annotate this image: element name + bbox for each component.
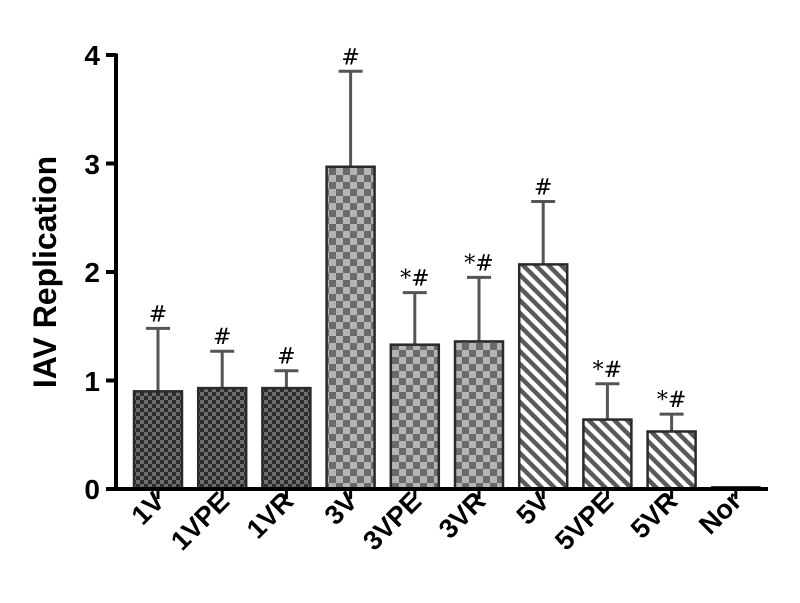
- bar: [582, 418, 633, 491]
- significance-annotation: *#: [400, 267, 429, 292]
- significance-annotation: *#: [657, 388, 686, 413]
- plot-area: [106, 53, 768, 499]
- significance-annotation: #: [277, 345, 295, 370]
- y-tick-label: 2: [84, 257, 100, 288]
- y-tick-label: 1: [84, 366, 100, 397]
- significance-annotation: *#: [593, 358, 622, 383]
- significance-annotation: *#: [464, 251, 493, 276]
- x-tick-label: 1VR: [241, 486, 299, 544]
- bar: [196, 386, 248, 491]
- bar: [646, 430, 697, 491]
- significance-annotation: #: [341, 45, 359, 70]
- x-tick-label: 1V: [126, 486, 171, 531]
- x-tick-label: 5V: [511, 486, 556, 531]
- bar: [389, 343, 441, 491]
- x-tick-label: 1VPE: [165, 486, 235, 556]
- bar: [325, 165, 376, 491]
- bar: [132, 390, 184, 491]
- bar: [261, 386, 312, 491]
- y-tick-label: 0: [84, 474, 100, 505]
- y-tick-label: 4: [84, 40, 100, 71]
- x-tick-label: 3VPE: [357, 486, 427, 556]
- significance-annotation: #: [213, 325, 231, 350]
- x-tick-label: 5VR: [625, 486, 683, 544]
- significance-annotation: #: [534, 175, 552, 200]
- bar: [517, 263, 569, 491]
- y-axis-title: IAV Replication: [27, 156, 63, 388]
- x-tick-label: Nor: [693, 486, 747, 540]
- significance-annotation: #: [149, 302, 167, 327]
- y-tick-label: 3: [84, 149, 100, 180]
- bar: [453, 340, 505, 491]
- x-tick-label: 3V: [319, 486, 364, 531]
- x-tick-label: 3VR: [433, 486, 491, 544]
